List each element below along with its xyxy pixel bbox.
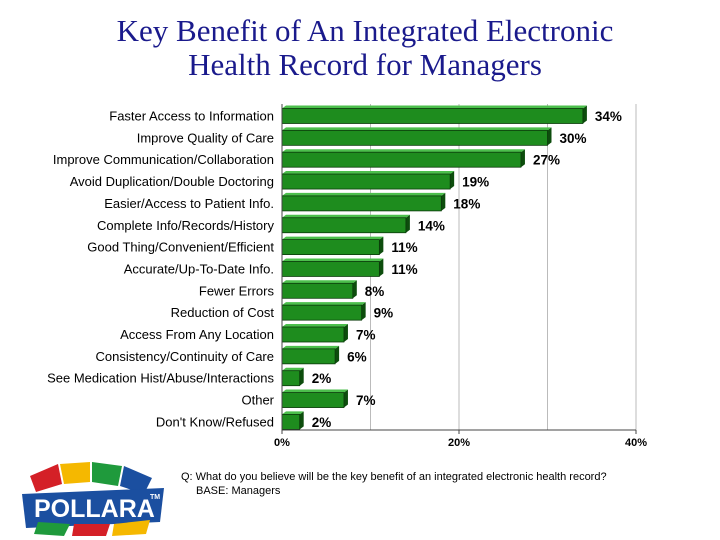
footnote-question: Q: What do you believe will be the key b…: [181, 471, 607, 483]
title-line-2: Health Record for Managers: [188, 47, 542, 82]
bar-series: [281, 105, 587, 430]
bar: [281, 392, 345, 408]
bar-side: [335, 345, 340, 364]
bar-top: [282, 324, 348, 327]
chart-title: Key Benefit of An Integrated Electronic …: [0, 14, 720, 82]
bar-top: [282, 280, 357, 284]
bar-top: [282, 236, 384, 240]
category-label: Improve Communication/Collaboration: [53, 152, 274, 167]
bar-side: [299, 411, 304, 430]
title-line-1: Key Benefit of An Integrated Electronic: [116, 13, 614, 48]
value-label: 30%: [560, 131, 587, 146]
bar-top: [282, 127, 552, 131]
category-label: Complete Info/Records/History: [97, 218, 275, 233]
bar-top: [282, 258, 384, 262]
category-label: Easier/Access to Patient Info.: [104, 196, 274, 211]
x-tick-label: 0%: [274, 437, 290, 449]
bar-side: [582, 105, 587, 124]
bar-side: [450, 171, 455, 190]
category-label: Accurate/Up-To-Date Info.: [124, 261, 274, 276]
category-label: Reduction of Cost: [171, 305, 275, 320]
bar-top: [282, 302, 366, 306]
category-label: Other: [241, 393, 274, 408]
bar-side: [379, 236, 384, 255]
bar: [281, 217, 407, 234]
bar: [281, 173, 451, 190]
category-label: Avoid Duplication/Double Doctoring: [70, 174, 274, 189]
category-label: Don't Know/Refused: [156, 414, 274, 429]
bar: [281, 326, 345, 343]
bar: [281, 304, 363, 321]
value-label: 8%: [365, 284, 385, 299]
value-label: 7%: [356, 328, 376, 343]
bar-side: [547, 127, 552, 146]
bar-top: [282, 367, 304, 371]
value-label: 2%: [312, 371, 332, 386]
x-tick-label: 40%: [625, 437, 647, 449]
value-label: 9%: [374, 306, 394, 321]
bar-side: [405, 214, 410, 233]
logo-trademark: TM: [150, 494, 160, 501]
category-label: Good Thing/Convenient/Efficient: [87, 240, 274, 255]
bar-side: [299, 367, 304, 386]
bar-top: [282, 214, 410, 218]
value-label: 19%: [462, 175, 489, 190]
bar: [281, 195, 442, 212]
bar-top: [282, 149, 525, 153]
category-label: Access From Any Location: [120, 327, 274, 342]
bar-side: [379, 258, 384, 277]
bar-top: [282, 389, 348, 393]
x-tick-label: 20%: [448, 437, 470, 449]
bar-side: [361, 302, 366, 321]
bar: [281, 239, 380, 256]
bar: [281, 282, 354, 299]
bar-top: [282, 345, 340, 349]
bar-side: [352, 280, 357, 299]
pollara-logo: POLLARA TM: [22, 462, 164, 536]
footnote: Q: What do you believe will be the key b…: [181, 470, 607, 498]
footnote-base: BASE: Managers: [196, 485, 281, 497]
bar: [281, 151, 522, 168]
bar-side: [520, 149, 525, 168]
value-label: 2%: [312, 415, 332, 430]
value-label: 14%: [418, 218, 445, 233]
bar-top: [282, 411, 304, 415]
value-label: 6%: [347, 349, 367, 364]
bar-top: [282, 171, 455, 175]
logo-mark: [22, 462, 164, 536]
bar: [281, 370, 301, 387]
category-label: Improve Quality of Care: [137, 130, 274, 145]
category-labels: Faster Access to Information Improve Qual…: [47, 109, 275, 430]
value-labels: 34%30%27%19%18%14%11%11%8%9%7%6%2%7%2%: [312, 109, 622, 430]
category-label: See Medication Hist/Abuse/Interactions: [47, 371, 274, 386]
bar: [281, 261, 380, 277]
category-label: Fewer Errors: [199, 283, 275, 298]
logo-text: POLLARA: [34, 495, 155, 523]
x-axis: 0% 20% 40%: [274, 104, 647, 449]
value-label: 11%: [391, 240, 417, 255]
bar-side: [343, 389, 348, 408]
bar-top: [282, 192, 446, 196]
bar: [281, 108, 584, 124]
bar: [281, 348, 336, 365]
category-label: Consistency/Continuity of Care: [96, 349, 274, 364]
bar-top: [282, 105, 587, 109]
value-label: 11%: [391, 262, 417, 277]
value-label: 18%: [453, 196, 480, 211]
bar: [281, 129, 548, 146]
category-label: Faster Access to Information: [109, 109, 274, 124]
value-label: 7%: [356, 393, 376, 408]
value-label: 34%: [595, 109, 622, 124]
value-label: 27%: [533, 153, 560, 168]
bar-side: [441, 192, 446, 211]
bar: [281, 413, 301, 430]
bar-side: [343, 324, 348, 342]
bar-chart: Faster Access to Information Improve Qual…: [47, 104, 647, 449]
